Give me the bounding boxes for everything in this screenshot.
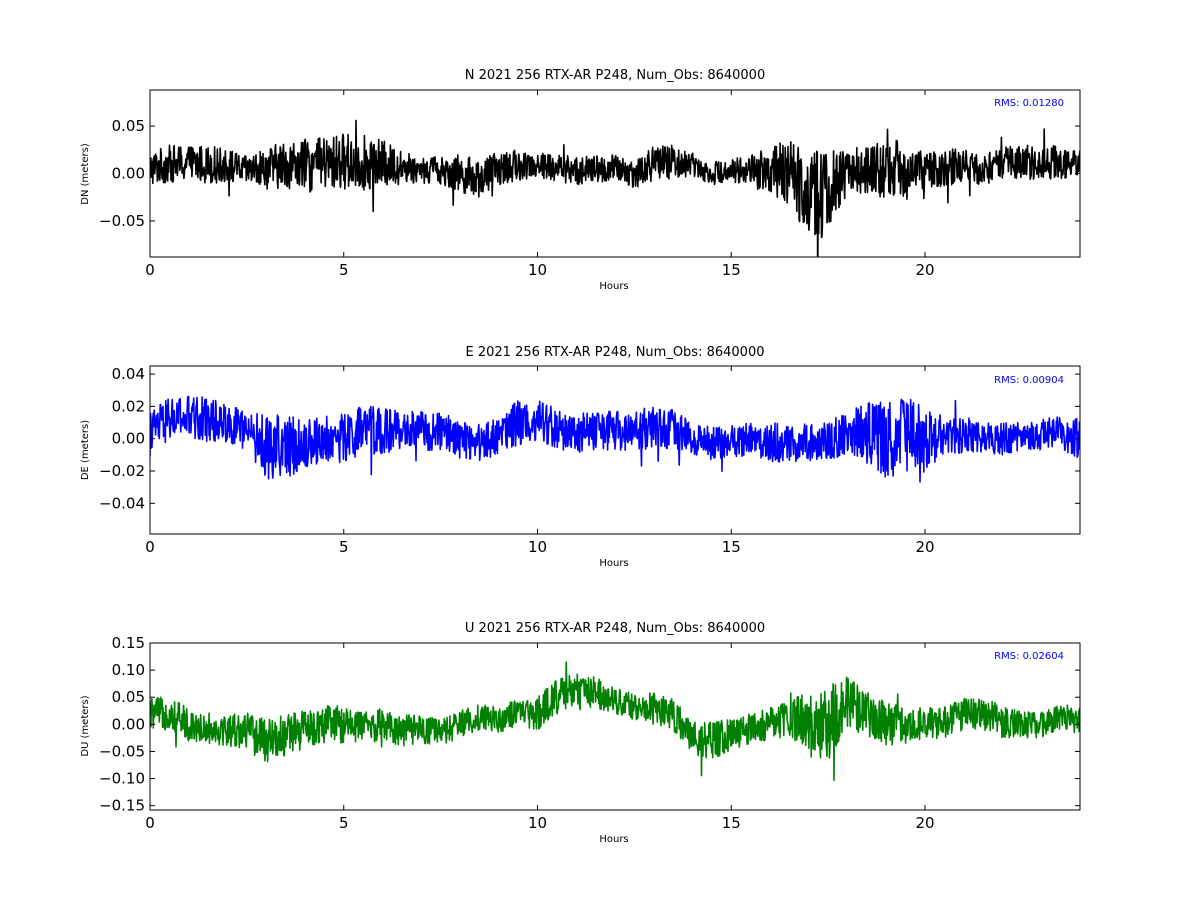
- panel-east-plot: 0 5 10 15 20 0.04 0.02 0.00 −0.02 −0.04: [99, 365, 1081, 556]
- panel-east-ytick-label: 0.00: [112, 430, 145, 448]
- panel-up-xtick-label: 15: [722, 814, 741, 832]
- panel-north-xtick-label: 20: [915, 261, 934, 279]
- panel-east-xtick-label: 10: [528, 538, 547, 556]
- panel-east-ytick-label: −0.02: [99, 462, 145, 480]
- panel-north-ylabel: DN (meters): [80, 143, 91, 205]
- panel-east-xtick-label: 15: [722, 538, 741, 556]
- panel-up-plot: 0 5 10 15 20 0.15 0.10 0.05 0.00 −0.05 −0.10 −0.15: [99, 634, 1081, 832]
- panel-east-rms: RMS: 0.00904: [994, 375, 1064, 386]
- panel-north-xtick-label: 15: [722, 261, 741, 279]
- panel-north-xtick-label: 5: [339, 261, 349, 279]
- panel-east-ytick-label: −0.04: [99, 494, 145, 512]
- panel-up-ytick-label: 0.15: [112, 634, 145, 652]
- panel-north-xtick-label: 10: [528, 261, 547, 279]
- panel-north-ytick-label: −0.05: [99, 212, 145, 230]
- panel-east-xtick-label: 0: [145, 538, 155, 556]
- panel-east-ytick-label: 0.04: [112, 365, 145, 383]
- panel-east-ylabel: DE (meters): [80, 420, 91, 480]
- panel-north-plot: 0 5 10 15 20 0.05 0.00 −0.05: [99, 89, 1081, 279]
- panel-north: N 2021 256 RTX-AR P248, Num_Obs: 8640000…: [80, 68, 1064, 292]
- panel-up-xtick-label: 0: [145, 814, 155, 832]
- panel-up-series-line: [150, 661, 1080, 782]
- panel-up-xtick-label: 10: [528, 814, 547, 832]
- panel-up-ytick-label: −0.15: [99, 797, 145, 815]
- panel-east-xtick-label: 20: [915, 538, 934, 556]
- panel-up-ytick-label: 0.05: [112, 688, 145, 706]
- panel-east-ytick-label: 0.02: [112, 397, 145, 415]
- panel-east: E 2021 256 RTX-AR P248, Num_Obs: 8640000…: [80, 345, 1064, 569]
- panel-up-frame: [149, 642, 1081, 811]
- panel-up-ytick-label: 0.10: [112, 661, 145, 679]
- panel-up-xtick-label: 5: [339, 814, 349, 832]
- panel-north-series-line: [150, 119, 1080, 257]
- panel-east-title: E 2021 256 RTX-AR P248, Num_Obs: 8640000: [466, 345, 765, 360]
- panel-east-xtick-label: 5: [339, 538, 349, 556]
- panel-north-xtick-label: 0: [145, 261, 155, 279]
- panel-east-xlabel: Hours: [599, 558, 628, 569]
- panel-up-ytick-label: −0.05: [99, 742, 145, 760]
- panel-up-ylabel: DU (meters): [80, 695, 91, 756]
- panel-north-xlabel: Hours: [599, 281, 628, 292]
- panel-north-rms: RMS: 0.01280: [994, 98, 1064, 109]
- panel-north-ytick-label: 0.00: [112, 165, 145, 183]
- panel-up-ytick-label: 0.00: [112, 715, 145, 733]
- panel-up-ytick-label: −0.10: [99, 770, 145, 788]
- panel-up-rms: RMS: 0.02604: [994, 651, 1064, 662]
- panel-north-ytick-label: 0.05: [112, 117, 145, 135]
- panel-up-title: U 2021 256 RTX-AR P248, Num_Obs: 8640000: [465, 621, 765, 636]
- panel-north-title: N 2021 256 RTX-AR P248, Num_Obs: 8640000: [465, 68, 765, 83]
- panel-up-xtick-label: 20: [915, 814, 934, 832]
- panel-up-xlabel: Hours: [599, 834, 628, 845]
- panel-east-frame: [149, 365, 1081, 535]
- panel-east-series-line: [150, 395, 1080, 483]
- panel-up: U 2021 256 RTX-AR P248, Num_Obs: 8640000…: [80, 621, 1064, 845]
